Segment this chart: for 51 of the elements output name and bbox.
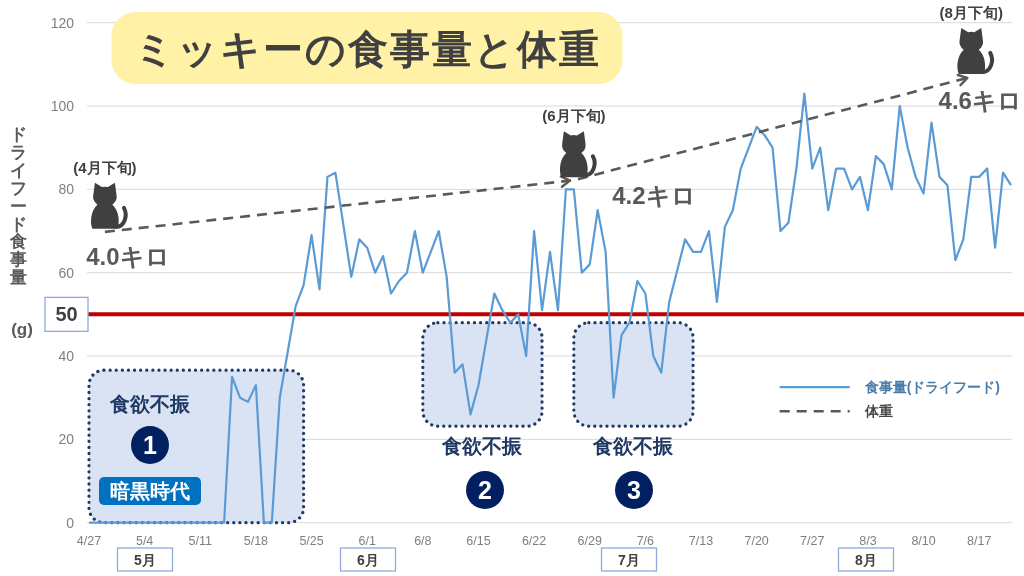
y-tick-label: 120 [50,14,75,31]
x-tick-label: 7/6 [636,534,655,548]
x-tick-label: 5/25 [299,534,324,548]
x-tick-label: 7/20 [744,534,769,548]
annotation: 8月 [837,547,895,572]
data-label: 4.0キロ [86,242,170,270]
ref-line-label: 50 [55,303,78,326]
x-tick-label: 5/11 [188,534,213,548]
annotation: 6月 [339,547,397,572]
annotation: 3 [615,471,653,509]
x-tick-label: 5/4 [135,534,154,548]
annotation: (4月下旬) [73,158,137,176]
band-label: 食欲不振 [441,435,524,458]
legend-label: 体重 [863,403,893,420]
x-tick-label: 8/17 [967,534,992,548]
legend-label: 食事量(ドライフード) [863,379,1000,396]
x-tick-label: 4/27 [76,534,102,548]
x-tick-label: 8/10 [911,534,936,548]
data-label: 4.2キロ [612,182,696,210]
y-tick-label: 100 [50,98,75,115]
annotation: 暗黒時代 [110,480,190,502]
x-tick-label: 7/13 [688,534,714,548]
y-tick-label: 40 [58,348,75,365]
x-tick-label: 6/29 [577,534,602,548]
band-label: 食欲不振 [109,393,191,416]
annotation: (8月下旬) [939,3,1003,21]
x-tick-label: 6/22 [521,534,547,548]
data-label: 4.6キロ [938,86,1022,114]
y-tick-label: 60 [58,264,75,281]
y-tick-label: 80 [58,181,75,198]
y-tick-label: 0 [66,514,75,531]
annotation: 1 [131,426,169,464]
y-tick-label: 20 [58,431,75,448]
annotation: 2 [466,471,504,509]
x-tick-label: 6/1 [358,534,376,548]
annotation: 3 [627,475,641,504]
x-tick-label: 6/15 [466,534,491,548]
x-tick-label: 7/27 [800,534,825,548]
annotation: 5月 [116,547,174,572]
annotation: (6月下旬) [542,107,606,125]
annotation: 7月 [600,547,658,572]
annotation: 暗黒時代 [99,477,201,505]
x-tick-label: 8/3 [859,534,877,548]
band-label: 食欲不振 [592,435,675,458]
annotation: 1 [143,430,158,459]
annotation: 2 [478,475,492,504]
x-tick-label: 5/18 [243,534,269,548]
chart-title: ミッキーの食事量と体重 [133,27,601,71]
text: ドライフード食事量(g) [9,125,33,340]
x-tick-label: 6/8 [414,534,432,548]
title: ミッキーの食事量と体重 [111,12,623,84]
